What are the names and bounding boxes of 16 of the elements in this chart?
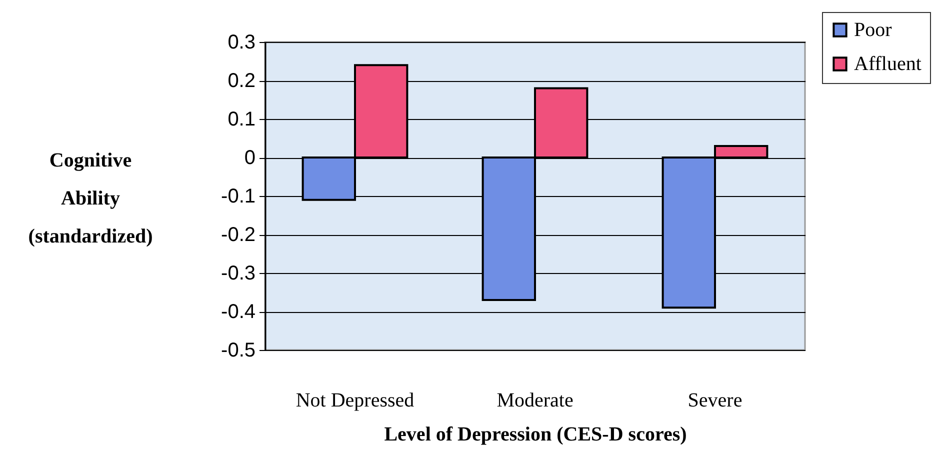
y-tick-label: 0.2 [228, 70, 256, 92]
y-tick-label: 0 [244, 147, 256, 169]
x-axis-title: Level of Depression (CES-D scores) [384, 424, 687, 446]
y-tick-label: -0.4 [221, 301, 256, 323]
y-tick-label: -0.2 [221, 224, 256, 246]
legend-label: Affluent [854, 53, 922, 75]
y-tick-label: -0.5 [221, 340, 256, 362]
y-tick-label: 0.3 [228, 32, 256, 54]
legend-label: Poor [854, 19, 892, 41]
y-axis-title: Cognitive Ability (standardized) [28, 150, 153, 248]
x-tick-label: Severe [688, 390, 742, 412]
y-tick-label: -0.1 [221, 186, 256, 208]
x-tick-label: Moderate [496, 390, 574, 412]
y-tick-label: 0.1 [228, 108, 256, 130]
y-tick-label: -0.3 [221, 262, 256, 284]
x-tick-label: Not Depressed [296, 390, 414, 412]
